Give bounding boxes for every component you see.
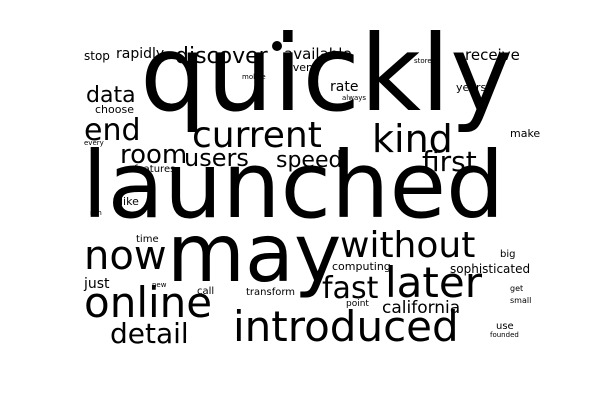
word-stores: stores xyxy=(414,57,436,65)
word-always: always xyxy=(342,94,367,102)
word-get: get xyxy=(510,284,524,293)
word-detail: detail xyxy=(110,317,189,350)
word-discover: discover xyxy=(175,44,268,69)
word-receive: receive xyxy=(465,46,520,64)
word-introduced: introduced xyxy=(233,302,459,351)
word-point: point xyxy=(346,299,369,309)
word-california: california xyxy=(382,298,461,318)
word-stop: stop xyxy=(84,49,110,63)
word-may: may xyxy=(167,207,342,300)
word-choose: choose xyxy=(95,103,134,116)
word-every: every xyxy=(84,139,104,147)
word-online: online xyxy=(84,278,213,327)
word-run: run xyxy=(90,209,102,217)
word-quickly: quickly xyxy=(140,13,513,135)
word-sophisticated: sophisticated xyxy=(450,262,531,276)
word-small: small xyxy=(510,296,532,305)
word-without: without xyxy=(340,225,476,266)
word-mobile: mobile xyxy=(242,73,266,81)
word-rate: rate xyxy=(330,79,359,95)
word-launched: launched xyxy=(82,132,505,239)
word-fast: fast xyxy=(322,271,379,306)
word-first: first xyxy=(422,145,477,178)
word-available: available xyxy=(284,45,352,63)
word-transform: transform xyxy=(246,287,296,298)
word-call: call xyxy=(197,286,215,297)
word-new: new xyxy=(152,281,167,289)
word-current: current xyxy=(192,115,322,156)
word-years: years xyxy=(456,81,487,94)
word-end: end xyxy=(84,113,141,148)
word-users: users xyxy=(184,144,249,172)
word-features: features xyxy=(134,164,176,175)
word-make: make xyxy=(510,127,541,140)
word-speed: speed xyxy=(276,148,343,173)
word-room: room xyxy=(120,140,188,170)
word-later: later xyxy=(385,258,482,307)
word-founded: founded xyxy=(490,331,519,339)
word-now: now xyxy=(84,233,167,279)
word-big: big xyxy=(500,249,516,260)
word-data: data xyxy=(86,83,136,108)
word-use: use xyxy=(496,321,514,332)
word-time: time xyxy=(136,234,159,245)
word-kind: kind xyxy=(372,117,453,161)
word-dot-marker xyxy=(272,41,282,51)
word-even: even xyxy=(286,61,314,74)
word-like: like xyxy=(120,195,139,208)
word-just: just xyxy=(84,276,110,292)
word-rapidly: rapidly xyxy=(116,46,165,62)
word-computing: computing xyxy=(332,260,391,273)
